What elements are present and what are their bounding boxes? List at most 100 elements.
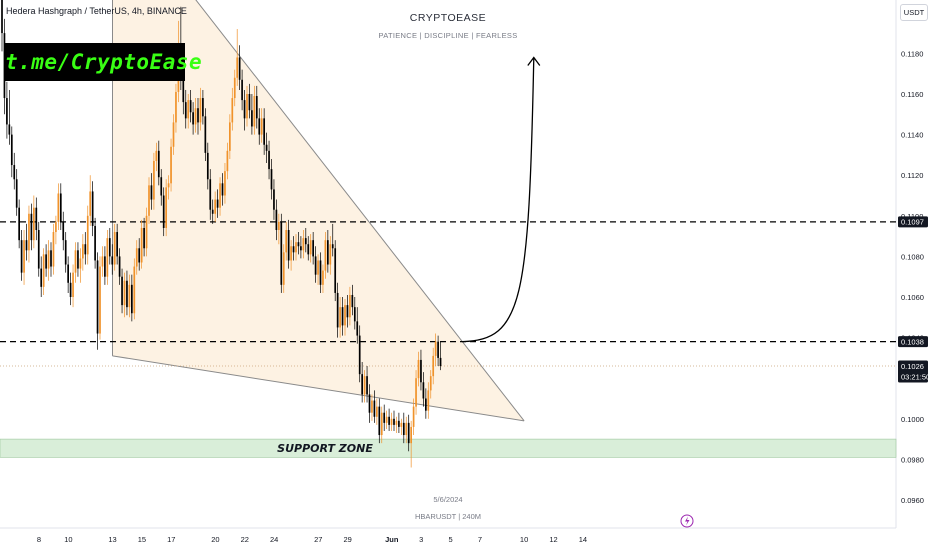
candle-body — [37, 230, 40, 269]
y-tick-label: 0.1120 — [901, 171, 923, 180]
candle-body — [116, 232, 118, 257]
candle-body — [101, 256, 104, 267]
wedge-upper-line — [195, 0, 525, 422]
candle-body — [248, 94, 251, 111]
candle-body — [282, 252, 285, 285]
currency-button[interactable]: USDT — [900, 4, 928, 21]
candle-body — [358, 335, 361, 375]
price-label-value: 0.1026 — [901, 362, 924, 371]
candle-body — [143, 227, 145, 249]
candle-body — [96, 260, 99, 334]
candle-body — [175, 91, 177, 123]
candle-body — [400, 422, 403, 427]
candle-body — [15, 179, 18, 208]
candle-body — [297, 242, 300, 247]
candle-body — [390, 418, 393, 425]
candle-body — [300, 246, 302, 251]
candle-body — [106, 238, 109, 277]
candle-body — [20, 240, 23, 273]
candle-body — [366, 376, 368, 395]
y-tick-label: 0.1060 — [901, 293, 924, 302]
candle-body — [233, 77, 236, 99]
candle-body — [253, 96, 256, 127]
wedge-fill — [112, 0, 525, 421]
candle-body — [197, 108, 199, 123]
candle-body — [57, 193, 60, 222]
candle-body — [307, 244, 310, 255]
candle-body — [153, 160, 155, 200]
candle-body — [94, 225, 96, 261]
candle-body — [427, 390, 430, 411]
candle-body — [376, 406, 378, 417]
candle-body — [395, 420, 398, 425]
candle-body — [292, 246, 295, 253]
candle-body — [8, 124, 11, 135]
wedge-lower-line — [112, 355, 525, 422]
candle-body — [165, 187, 167, 228]
candle-body — [425, 398, 427, 411]
candle-body — [231, 98, 234, 123]
x-tick-label: 3 — [419, 535, 423, 544]
candle-body — [285, 230, 288, 253]
zone-band — [0, 438, 897, 458]
candle-body — [123, 280, 126, 306]
candle-body — [62, 221, 65, 241]
x-tick-label: 22 — [241, 535, 249, 544]
telegram-watermark: t.me/CryptoEase — [5, 43, 202, 81]
candle-body — [290, 246, 292, 261]
candle-body — [55, 221, 57, 233]
candle-body — [417, 359, 420, 379]
x-tick-label: 15 — [138, 535, 146, 544]
candle-body — [429, 376, 432, 391]
candle-body — [30, 213, 33, 241]
candle-body — [336, 292, 339, 328]
candle-body — [25, 240, 28, 251]
candle-body — [368, 394, 371, 413]
candle-body — [224, 171, 226, 196]
candle-body — [221, 183, 224, 196]
candle-body — [339, 307, 341, 328]
candle-body — [216, 199, 219, 208]
candle-body — [35, 207, 38, 231]
candle-body — [28, 213, 30, 251]
candle-body — [182, 77, 185, 103]
candle-body — [346, 305, 349, 318]
candle-body — [422, 382, 425, 399]
candle-body — [255, 96, 258, 119]
candle-body — [398, 420, 400, 427]
candle-body — [437, 341, 439, 358]
candle-body — [334, 248, 337, 293]
candle-body — [349, 294, 351, 318]
candle-body — [439, 357, 442, 367]
candle-body — [64, 240, 67, 265]
candle-body — [72, 272, 74, 297]
candle-body — [363, 376, 366, 395]
candle-body — [42, 254, 45, 287]
candle-body — [167, 183, 170, 188]
candle-body — [432, 355, 435, 377]
candle-body — [199, 98, 202, 123]
candle-body — [172, 122, 175, 147]
candle-body — [351, 294, 354, 308]
candle-body — [67, 264, 69, 283]
x-tick-label: 8 — [37, 535, 41, 544]
candle-body — [353, 307, 356, 322]
candle-body — [133, 266, 136, 314]
x-tick-label: 20 — [211, 535, 219, 544]
candle-body — [278, 221, 280, 231]
chart-brand-title: CRYPTOEASE — [409, 12, 487, 24]
candle-body — [128, 284, 131, 308]
candle-body — [322, 270, 324, 285]
y-tick-label: 0.1000 — [901, 415, 924, 424]
candle-body — [211, 209, 214, 214]
candle-body — [84, 244, 87, 255]
candle-body — [378, 406, 381, 436]
x-tick-label: 10 — [520, 535, 528, 544]
y-tick-label: 0.0960 — [901, 496, 924, 505]
candle-body — [344, 305, 346, 326]
price-label-value: 0.1038 — [901, 337, 924, 346]
candle-body — [356, 321, 359, 336]
candle-body — [380, 412, 383, 436]
